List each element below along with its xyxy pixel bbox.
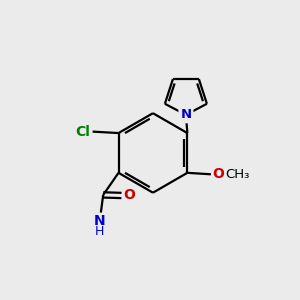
Text: O: O <box>212 167 224 181</box>
Text: Cl: Cl <box>76 124 91 139</box>
Text: CH₃: CH₃ <box>225 168 249 181</box>
Text: N: N <box>180 108 191 121</box>
Text: H: H <box>95 225 104 238</box>
Text: O: O <box>124 188 135 203</box>
Text: N: N <box>94 214 105 228</box>
